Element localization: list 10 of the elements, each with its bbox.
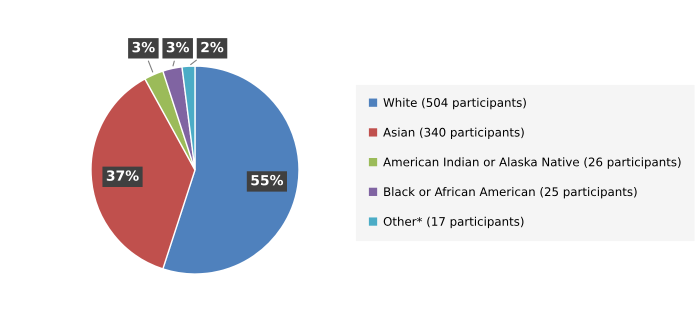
legend-label: Black or African American (25 participants) [384,187,637,198]
legend-label: American Indian or Alaska Native (26 participants) [383,157,681,169]
legend-label: Other* (17 participants) [384,216,524,228]
data-label: 2% [201,42,224,52]
legend-label: White (504 participants) [383,98,526,110]
data-label: 55% [251,174,284,186]
legend-label: Asian (340 participants) [383,128,524,139]
data-label: 3% [132,42,155,52]
data-label: 37% [106,170,139,181]
data-label: 3% [166,42,190,52]
